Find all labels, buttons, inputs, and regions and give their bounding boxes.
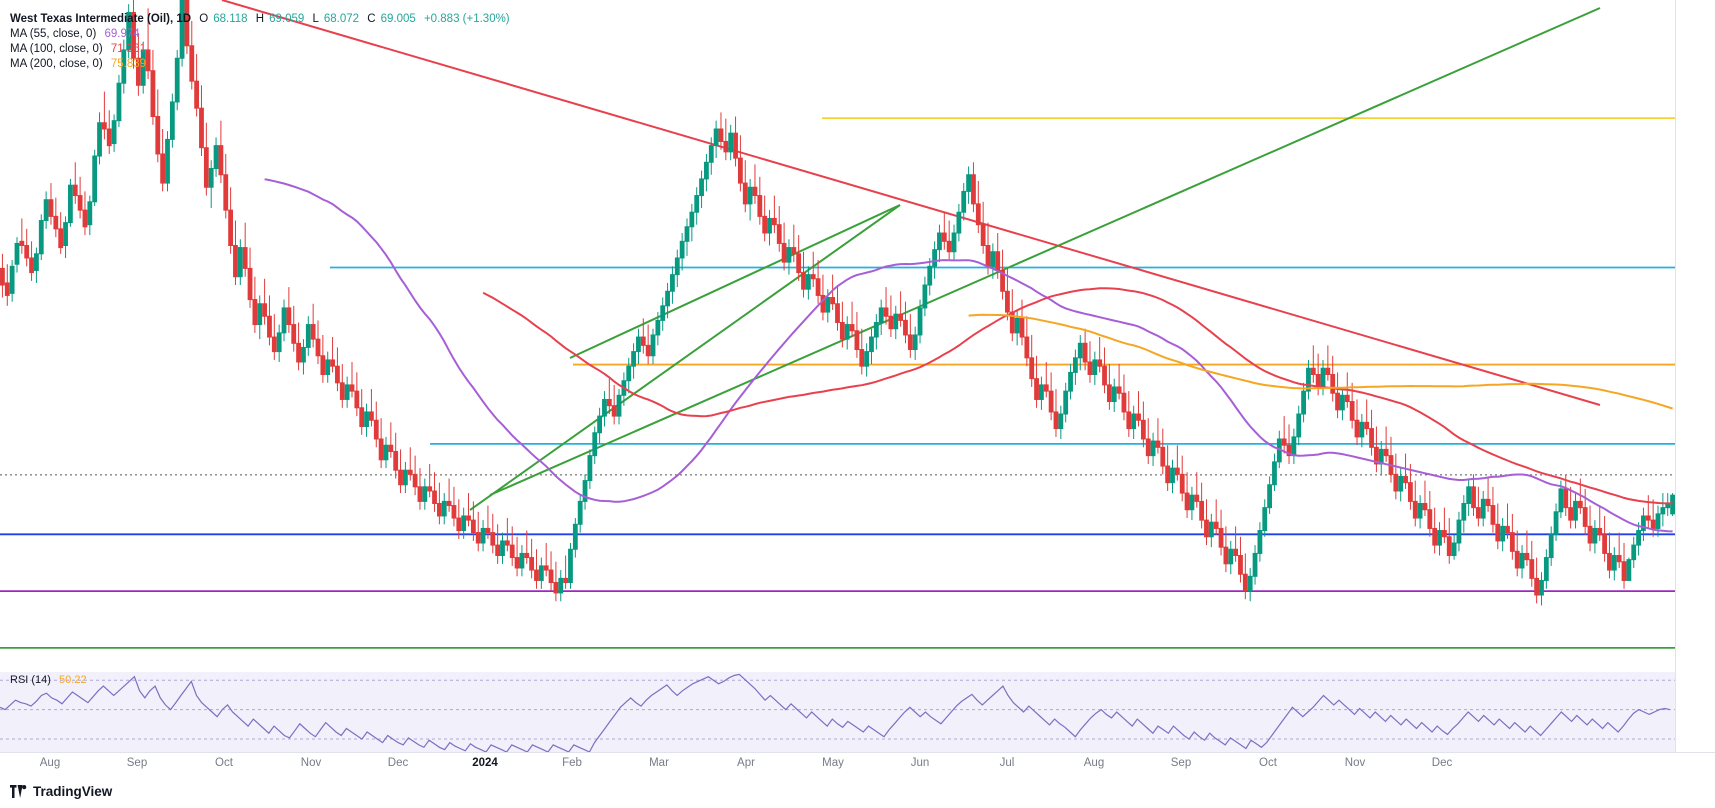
rsi-line (0, 673, 1670, 752)
candle-series (0, 0, 1675, 606)
time-axis-tick: Aug (39, 757, 61, 769)
ma100-label: MA (100, close, 0) (10, 43, 103, 55)
ma200-label: MA (200, close, 0) (10, 58, 103, 70)
price-axis[interactable]: 92.00090.00088.00086.00084.00082.00080.0… (1675, 0, 1715, 752)
ma55-value: 69.974 (104, 28, 140, 40)
time-axis-tick: Aug (1083, 757, 1105, 769)
open-label: O (199, 13, 209, 25)
close-value: 69.005 (380, 13, 416, 25)
legend-ma200-row[interactable]: MA (200, close, 0) 75.839 (10, 57, 515, 72)
chart-footer (0, 778, 1715, 808)
time-axis-tick: Nov (300, 757, 322, 769)
time-axis-tick: Dec (1431, 757, 1453, 769)
ma-line-100 (482, 287, 1673, 505)
time-axis-tick: Sep (1170, 757, 1192, 769)
time-axis-tick: Oct (215, 757, 233, 769)
trendline (469, 204, 901, 511)
tradingview-mark-icon (10, 785, 27, 798)
ma100-value: 71.261 (110, 43, 147, 55)
low-value: 68.072 (323, 13, 360, 25)
rsi-label: RSI (14) (10, 674, 51, 686)
price-pane[interactable] (0, 0, 1675, 672)
close-label: C (367, 13, 376, 25)
time-axis-tick: Jul (999, 757, 1015, 769)
time-axis-tick: Oct (1259, 757, 1277, 769)
time-axis-tick: Jun (910, 757, 930, 769)
rsi-value: 50.22 (59, 674, 87, 686)
time-axis-tick: Mar (649, 757, 669, 769)
rsi-pane[interactable]: RSI (14) 50.22 (0, 672, 1675, 752)
chart-legend: West Texas Intermediate (Oil), 1D O 68.11… (10, 12, 515, 72)
ma200-value: 75.839 (110, 58, 147, 70)
low-label: L (312, 13, 319, 25)
time-axis-tick: Feb (562, 757, 582, 769)
time-axis-tick: Sep (126, 757, 148, 769)
legend-ma55-row[interactable]: MA (55, close, 0) 69.974 (10, 27, 515, 42)
tradingview-logo[interactable]: TradingView (10, 784, 112, 799)
legend-symbol-row[interactable]: West Texas Intermediate (Oil), 1D O 68.11… (10, 12, 515, 27)
change-value: +0.883 (+1.30%) (423, 13, 510, 25)
ma-line-200 (968, 313, 1673, 410)
legend-ma100-row[interactable]: MA (100, close, 0) 71.261 (10, 42, 515, 57)
symbol-title: West Texas Intermediate (Oil), 1D (10, 13, 192, 25)
ma-line-55 (264, 178, 1673, 533)
time-axis-tick: Dec (387, 757, 409, 769)
time-axis-tick: 2024 (472, 757, 498, 769)
time-axis[interactable] (0, 752, 1715, 779)
ma55-label: MA (55, close, 0) (10, 28, 97, 40)
rsi-legend: RSI (14) 50.22 (10, 674, 87, 686)
open-value: 68.118 (213, 13, 248, 25)
trendline (489, 7, 1601, 496)
time-axis-tick: Nov (1344, 757, 1366, 769)
rsi-svg (0, 673, 1675, 752)
time-axis-tick: Apr (737, 757, 755, 769)
tradingview-brand: TradingView (33, 784, 113, 799)
price-svg (0, 0, 1675, 649)
time-axis-tick: May (822, 757, 844, 769)
trendline (569, 204, 901, 359)
high-label: H (255, 13, 265, 25)
high-value: 69.059 (269, 13, 305, 25)
trendline (221, 0, 1601, 406)
